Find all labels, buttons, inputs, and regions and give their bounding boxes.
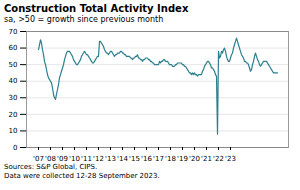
svg-text:70: 70 (9, 28, 18, 36)
svg-text:50: 50 (9, 61, 18, 69)
svg-text:'10: '10 (69, 155, 80, 163)
svg-text:'20: '20 (189, 155, 200, 163)
svg-text:'11: '11 (81, 155, 92, 163)
svg-text:60: 60 (9, 44, 18, 52)
html-text:Construction Total Activity In: Construction Total Activity Index (4, 3, 189, 14)
svg-text:'22: '22 (213, 155, 224, 163)
svg-text:'21: '21 (201, 155, 212, 163)
svg-text:30: 30 (9, 94, 18, 102)
svg-text:'09: '09 (57, 155, 68, 163)
svg-text:'12: '12 (93, 155, 104, 163)
svg-text:40: 40 (9, 77, 18, 85)
svg-text:'16: '16 (141, 155, 152, 163)
svg-text:10: 10 (9, 127, 18, 135)
svg-text:0: 0 (13, 144, 17, 152)
svg-text:'13: '13 (105, 155, 116, 163)
svg-text:'18: '18 (165, 155, 176, 163)
svg-text:'17: '17 (153, 155, 164, 163)
svg-text:'08: '08 (45, 155, 56, 163)
svg-text:'07: '07 (33, 155, 44, 163)
html-text:Sources: S&P Global, CIPS. Dat: Sources: S&P Global, CIPS. Data were col… (4, 163, 160, 180)
svg-text:'19: '19 (177, 155, 188, 163)
svg-text:20: 20 (9, 111, 18, 119)
svg-text:'15: '15 (129, 155, 140, 163)
svg-text:'23: '23 (225, 155, 236, 163)
svg-text:'14: '14 (117, 155, 128, 163)
html-text:sa, >50 = growth since previou: sa, >50 = growth since previous month (4, 15, 164, 24)
